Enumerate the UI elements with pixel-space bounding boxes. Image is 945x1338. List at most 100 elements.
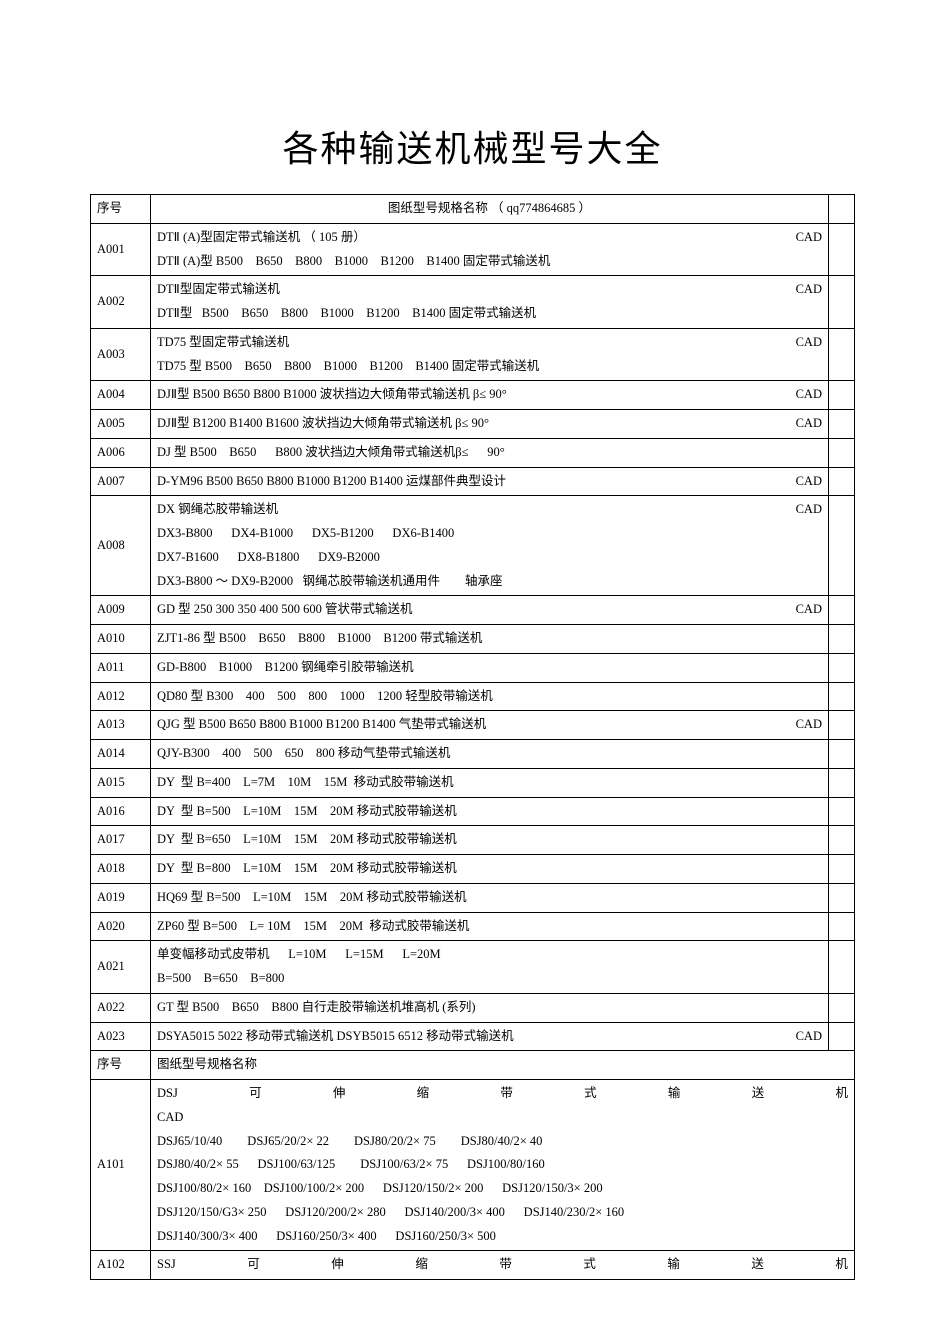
sn-cell: A023 [91,1022,151,1051]
table-row: A008DX 钢绳芯胶带输送机CADDX3-B800 DX4-B1000 DX5… [91,496,855,596]
cad-tag: CAD [788,226,822,250]
table-row: A005DJⅡ型 B1200 B1400 B1600 波状挡边大倾角带式输送机 … [91,410,855,439]
page: 各种输送机械型号大全 序号图纸型号规格名称 （ qq774864685 ）A00… [0,0,945,1320]
ext-cell [829,883,855,912]
desc-text: DX 钢绳芯胶带输送机 [157,498,278,522]
sn-cell: A022 [91,993,151,1022]
desc-text: HQ69 型 B=500 L=10M 15M 20M 移动式胶带输送机 [157,886,822,910]
ext-cell [829,912,855,941]
sn-cell: A016 [91,797,151,826]
ext-cell [829,826,855,855]
desc-cell: DY 型 B=650 L=10M 15M 20M 移动式胶带输送机 [151,826,829,855]
ext-cell [829,625,855,654]
ext-cell [829,993,855,1022]
desc-text: DTⅡ (A)型固定带式输送机 （ 105 册） [157,226,366,250]
desc-text: QD80 型 B300 400 500 800 1000 1200 轻型胶带输送… [157,685,822,709]
justify-token: 机 [835,1082,848,1106]
ext-cell [829,797,855,826]
desc-text: DSYA5015 5022 移动带式输送机 DSYB5015 6512 移动带式… [157,1025,514,1049]
ext-cell [829,223,855,276]
table-row: A102SSJ可伸缩带式输送机 [91,1251,855,1280]
desc-text: DY 型 B=650 L=10M 15M 20M 移动式胶带输送机 [157,828,822,852]
ext-cell [829,941,855,994]
justify-token: 缩 [415,1253,428,1277]
desc-cell: TD75 型固定带式输送机 CADTD75 型 B500 B650 B800 B1… [151,328,829,381]
table-row: A010ZJT1-86 型 B500 B650 B800 B1000 B1200… [91,625,855,654]
table-row: A003TD75 型固定带式输送机 CADTD75 型 B500 B650 B80… [91,328,855,381]
desc-text: DTⅡ型 B500 B650 B800 B1000 B1200 B1400 固定… [157,302,822,326]
ext-cell [829,328,855,381]
ext-cell [829,496,855,596]
desc-cell: GT 型 B500 B650 B800 自行走胶带输送机堆高机 (系列) [151,993,829,1022]
cad-tag: CAD [788,383,822,407]
desc-text: DTⅡ (A)型 B500 B650 B800 B1000 B1200 B140… [157,250,822,274]
justify-token: 机 [835,1253,848,1277]
desc-text: GD 型 250 300 350 400 500 600 管状带式输送机 [157,598,413,622]
desc-text: TD75 型固定带式输送机 [157,331,289,355]
ext-cell [829,410,855,439]
desc-text: DY 型 B=800 L=10M 15M 20M 移动式胶带输送机 [157,857,822,881]
sn-cell: A102 [91,1251,151,1280]
table-row: A002DTⅡ型固定带式输送机CADDTⅡ型 B500 B650 B800 B1… [91,276,855,329]
sn-cell: A014 [91,740,151,769]
table-row: A004DJⅡ型 B500 B650 B800 B1000 波状挡边大倾角带式输… [91,381,855,410]
table-row: A022GT 型 B500 B650 B800 自行走胶带输送机堆高机 (系列) [91,993,855,1022]
desc-text: GT 型 B500 B650 B800 自行走胶带输送机堆高机 (系列) [157,996,822,1020]
desc-text: DSJ80/40/2× 55 DSJ100/63/125 DSJ100/63/2… [157,1153,848,1177]
desc-cell: ZJT1-86 型 B500 B650 B800 B1000 B1200 带式输… [151,625,829,654]
sn-cell: A020 [91,912,151,941]
cad-tag: CAD [788,331,822,355]
ext-cell [829,711,855,740]
table-row: A014QJY-B300 400 500 650 800 移动气垫带式输送机 [91,740,855,769]
desc-cell: DTⅡ型固定带式输送机CADDTⅡ型 B500 B650 B800 B1000 … [151,276,829,329]
sn-cell: A006 [91,438,151,467]
desc-text: DSJ100/80/2× 160 DSJ100/100/2× 200 DSJ12… [157,1177,848,1201]
sn-cell: A004 [91,381,151,410]
desc-text: DSJ120/150/G3× 250 DSJ120/200/2× 280 DSJ… [157,1201,848,1225]
cad-tag: CAD [788,498,822,522]
table-row: A015DY 型 B=400 L=7M 10M 15M 移动式胶带输送机 [91,768,855,797]
sn-cell: A021 [91,941,151,994]
ext-cell [829,381,855,410]
desc-cell: DJⅡ型 B500 B650 B800 B1000 波状挡边大倾角带式输送机 β… [151,381,829,410]
sn-cell: A001 [91,223,151,276]
sn-cell: A003 [91,328,151,381]
sn-cell: A002 [91,276,151,329]
desc-text: TD75 型 B500 B650 B800 B1000 B1200 B1400 … [157,355,822,379]
justify-token: 式 [583,1253,596,1277]
ext-cell [829,768,855,797]
justify-token: 可 [249,1082,262,1106]
justify-token: 带 [500,1082,513,1106]
desc-text: DSJ140/300/3× 400 DSJ160/250/3× 400 DSJ1… [157,1225,848,1249]
desc-cell: GD 型 250 300 350 400 500 600 管状带式输送机CAD [151,596,829,625]
justify-token: 缩 [417,1082,430,1106]
justify-token: 送 [751,1253,764,1277]
table-row: A016DY 型 B=500 L=10M 15M 20M 移动式胶带输送机 [91,797,855,826]
catalog-table: 序号图纸型号规格名称 （ qq774864685 ）A001DTⅡ (A)型固定… [90,194,855,1280]
desc-text: QJY-B300 400 500 650 800 移动气垫带式输送机 [157,742,822,766]
justify-token: 送 [752,1082,765,1106]
ext-cell [829,653,855,682]
sn-cell: A010 [91,625,151,654]
desc-text: DX3-B800 DX4-B1000 DX5-B1200 DX6-B1400 [157,522,822,546]
desc-cell: 单变幅移动式皮带机 L=10M L=15M L=20MB=500 B=650 B… [151,941,829,994]
desc-text: GD-B800 B1000 B1200 钢绳牵引胶带输送机 [157,656,822,680]
table-row: A023DSYA5015 5022 移动带式输送机 DSYB5015 6512 … [91,1022,855,1051]
desc-text: DX3-B800 ～ DX9-B2000 钢绳芯胶带输送机通用件 轴承座 [157,570,822,594]
desc-text: ZJT1-86 型 B500 B650 B800 B1000 B1200 带式输… [157,627,822,651]
desc-text: DX7-B1600 DX8-B1800 DX9-B2000 [157,546,822,570]
desc-text: DSJ65/10/40 DSJ65/20/2× 22 DSJ80/20/2× 7… [157,1130,848,1154]
desc-cell: DX 钢绳芯胶带输送机 CADDX3-B800 DX4-B1000 DX5-B12… [151,496,829,596]
desc-cell: DY 型 B=500 L=10M 15M 20M 移动式胶带输送机 [151,797,829,826]
desc-text: 单变幅移动式皮带机 L=10M L=15M L=20M [157,943,822,967]
cad-tag: CAD [788,470,822,494]
justify-token: 式 [584,1082,597,1106]
desc-text: DY 型 B=400 L=7M 10M 15M 移动式胶带输送机 [157,771,822,795]
desc-text: ZP60 型 B=500 L= 10M 15M 20M 移动式胶带输送机 [157,915,822,939]
desc-cell: QD80 型 B300 400 500 800 1000 1200 轻型胶带输送… [151,682,829,711]
table-row: A018DY 型 B=800 L=10M 15M 20M 移动式胶带输送机 [91,855,855,884]
justify-token: 输 [668,1082,681,1106]
desc-cell: D-YM96 B500 B650 B800 B1000 B1200 B1400 … [151,467,829,496]
header-sn: 序号 [91,195,151,224]
table-row: A021单变幅移动式皮带机 L=10M L=15M L=20MB=500 B=6… [91,941,855,994]
